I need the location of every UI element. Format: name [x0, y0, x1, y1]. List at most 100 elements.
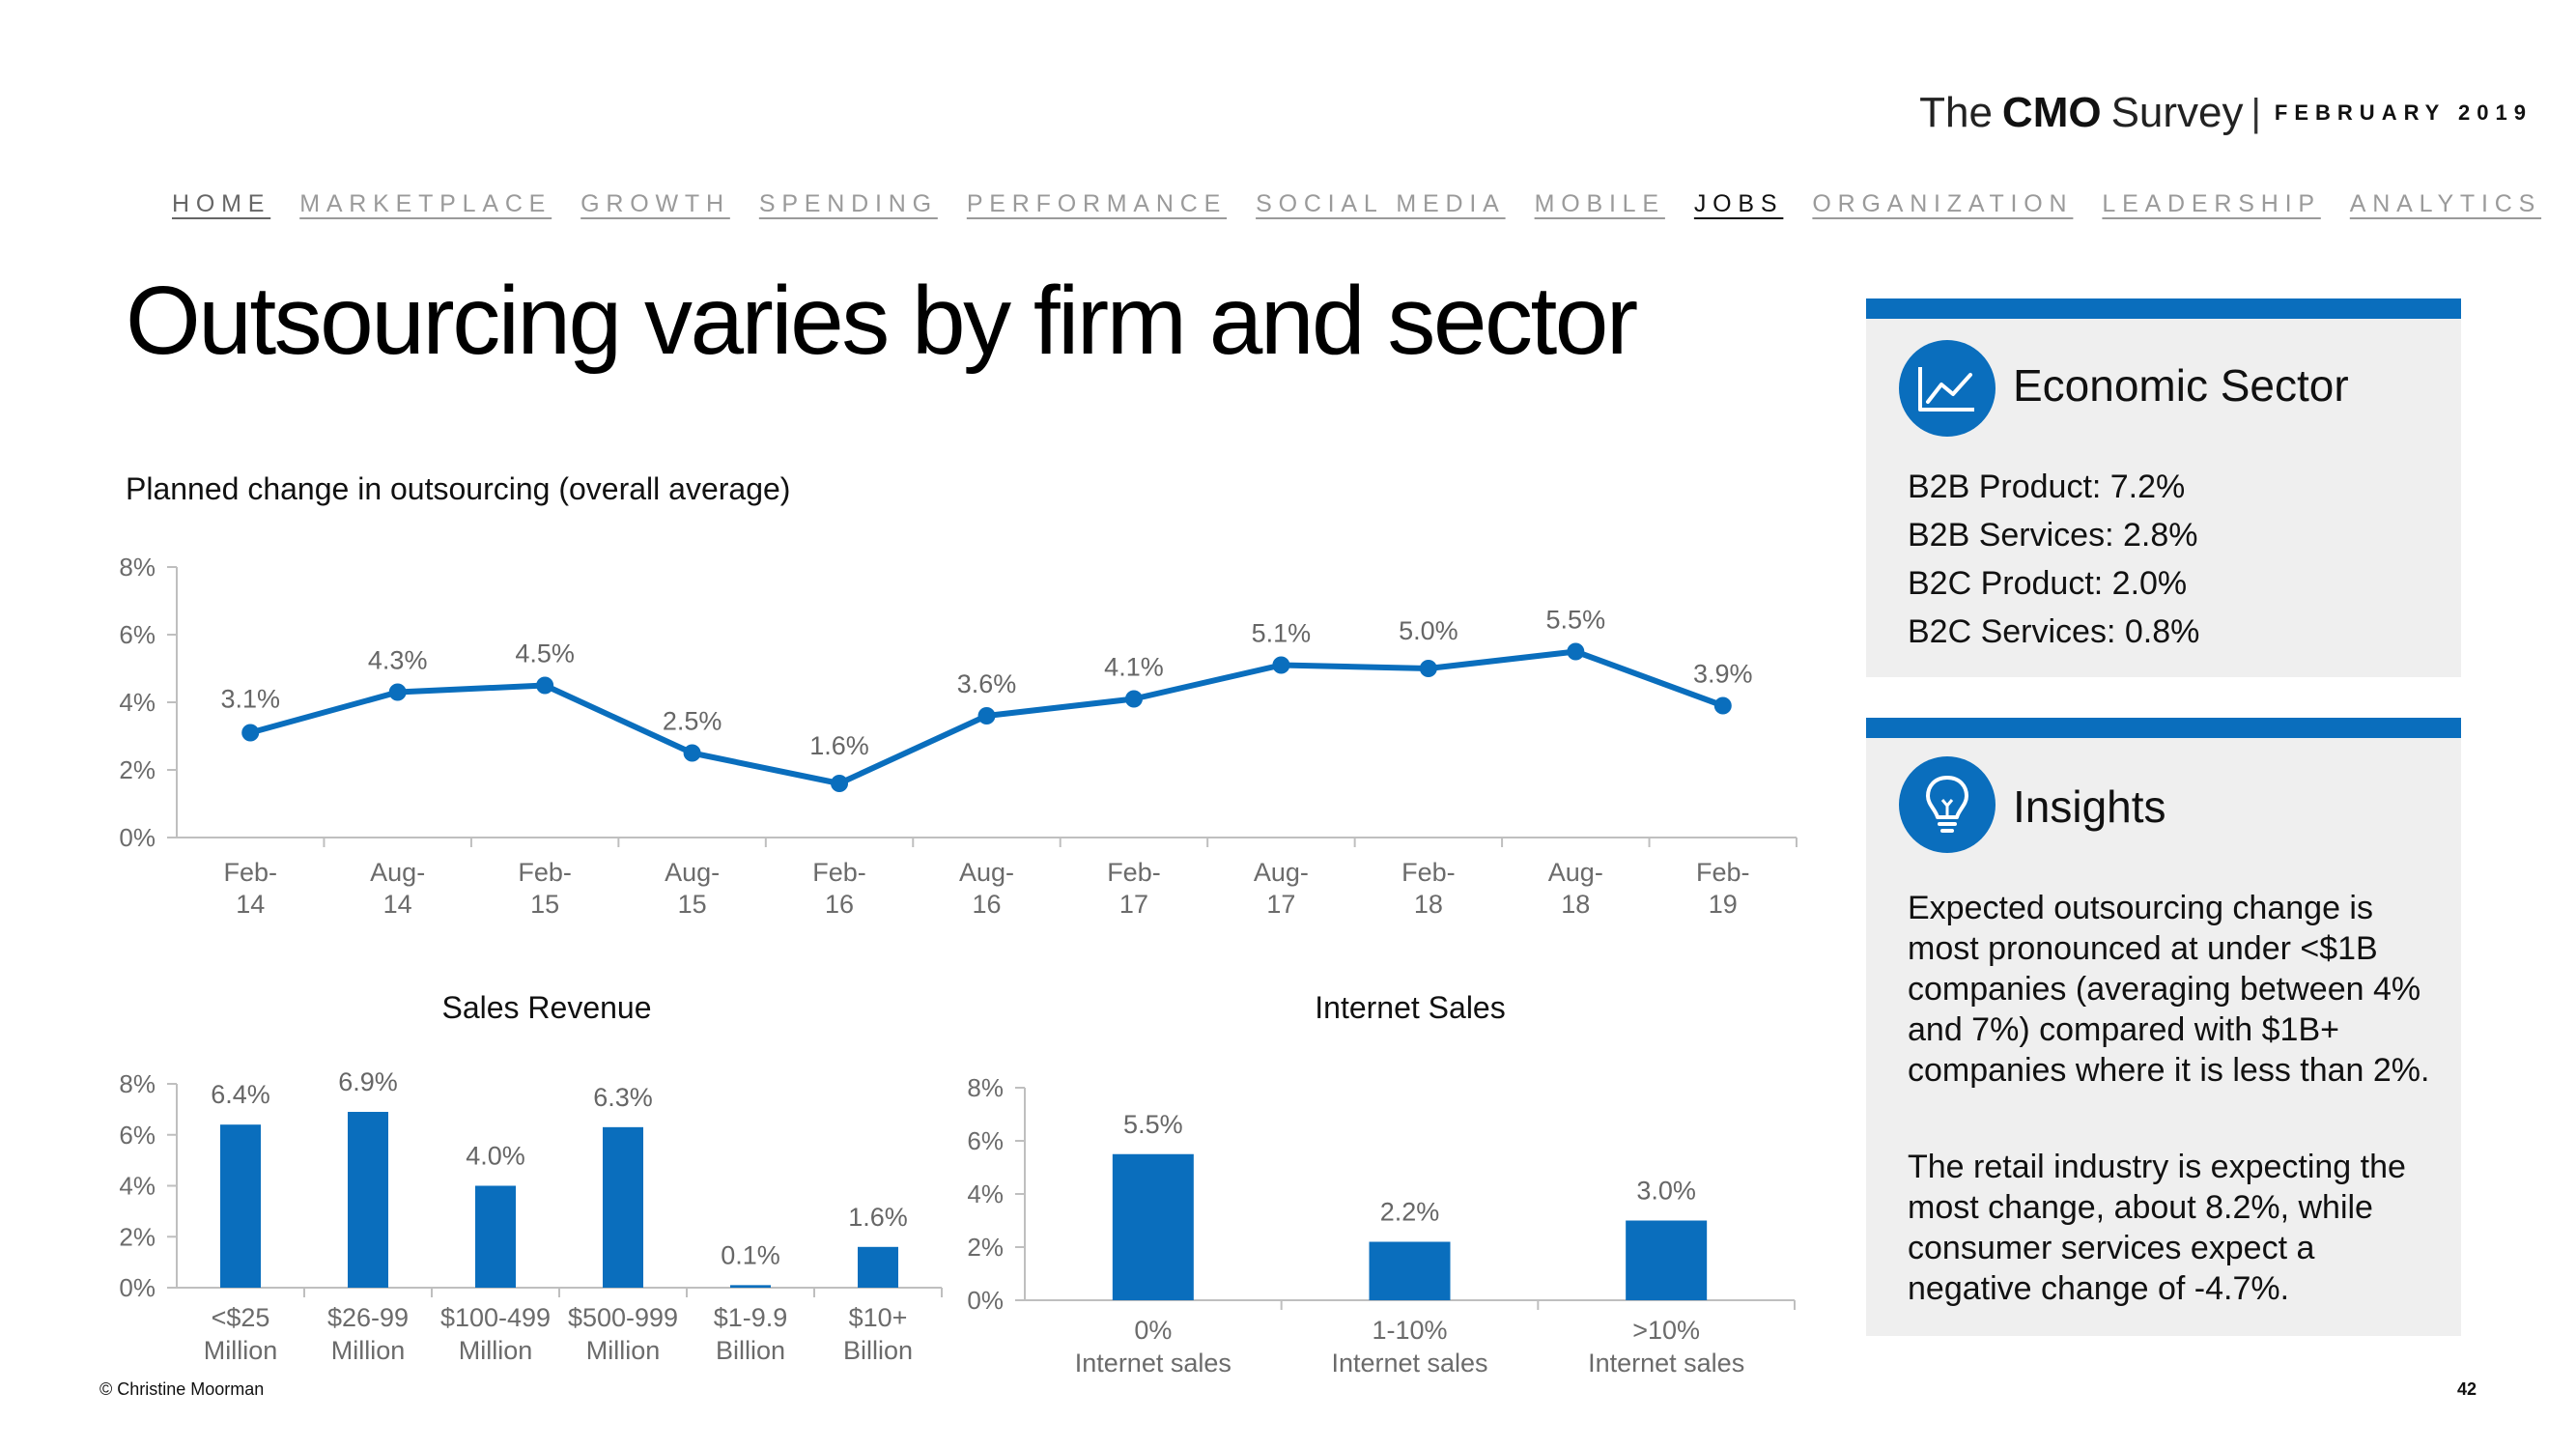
lightbulb-icon [1899, 756, 1996, 853]
line-chart-y-tick-label: 2% [119, 755, 156, 784]
line-chart-y-tick-label: 0% [119, 823, 156, 852]
data-label: 3.6% [957, 669, 1017, 698]
nav-marketplace[interactable]: MARKETPLACE [299, 190, 552, 217]
internet-sales-chart-bar [1112, 1153, 1194, 1300]
panel-accent-bar [1866, 718, 2461, 738]
internet-sales-chart-y-tick-label: 8% [967, 1073, 1004, 1102]
sales-revenue-chart-y-tick-label: 6% [119, 1121, 156, 1150]
nav-organization[interactable]: ORGANIZATION [1812, 190, 2074, 217]
page-title: Outsourcing varies by firm and sector [126, 267, 1638, 375]
data-point [831, 775, 849, 792]
internet-sales-chart-x-tick-label: 1-10% Internet sales [1331, 1316, 1487, 1378]
internet-sales-chart-y-tick-label: 4% [967, 1179, 1004, 1208]
nav-jobs[interactable]: JOBS [1693, 190, 1784, 217]
internet-sales-chart-x-tick-label: 0% Internet sales [1075, 1316, 1231, 1378]
data-label: 4.1% [1104, 653, 1164, 682]
sales-revenue-chart-x-tick-label: $500-999 Million [568, 1303, 678, 1365]
internet-sales-chart-bar [1369, 1241, 1451, 1300]
internet-sales-chart-y-tick-label: 2% [967, 1233, 1004, 1262]
x-tick-label: Aug-16 [959, 858, 1014, 919]
sales-revenue-chart-x-tick-label: $10+ Billion [843, 1303, 913, 1365]
data-point [683, 744, 701, 762]
data-point [388, 683, 407, 701]
internet-sales-chart-title: Internet Sales [1315, 990, 1505, 1025]
nav-leadership[interactable]: LEADERSHIP [2102, 190, 2321, 217]
sector-item: B2B Product: 7.2% [1908, 469, 2186, 505]
panel-accent-bar [1866, 298, 2461, 319]
internet-sales-chart-y-tick-label: 6% [967, 1126, 1004, 1155]
brand-survey: Survey [2110, 89, 2244, 136]
data-label: 4.3% [368, 646, 428, 675]
data-point [1272, 656, 1290, 674]
nav-social-media[interactable]: SOCIAL MEDIA [1256, 190, 1506, 217]
page-number: 42 [2456, 1379, 2477, 1399]
insight-paragraph: Expected outsourcing change is most pron… [1908, 890, 2430, 1089]
sales-revenue-chart-bar [730, 1285, 771, 1288]
copyright: © Christine Moorman [99, 1379, 265, 1399]
data-point [241, 724, 260, 742]
nav-performance[interactable]: PERFORMANCE [966, 190, 1228, 217]
line-chart-title: Planned change in outsourcing (overall a… [126, 471, 791, 506]
sales-revenue-chart-y-tick-label: 8% [119, 1069, 156, 1098]
line-chart-y-tick-label: 6% [119, 620, 156, 649]
nav-analytics[interactable]: ANALYTICS [2349, 190, 2542, 217]
nav-spending[interactable]: SPENDING [758, 190, 938, 217]
internet-sales-chart-bar [1626, 1220, 1708, 1300]
survey-brand: The CMO Survey | FEBRUARY 2019 [1919, 89, 2533, 137]
insights-panel: Insights Expected outsourcing change is … [1866, 718, 2461, 1336]
x-tick-label: Feb-19 [1696, 858, 1750, 919]
x-tick-label: Feb-16 [812, 858, 866, 919]
brand-the: The [1919, 89, 1993, 136]
sales-revenue-chart-bar [603, 1126, 643, 1288]
sales-revenue-chart-y-tick-label: 2% [119, 1222, 156, 1251]
nav-home[interactable]: HOME [172, 190, 271, 217]
sales-revenue-chart-data-label: 6.4% [211, 1080, 270, 1109]
sales-revenue-chart-bar [858, 1246, 898, 1288]
line-chart-y-tick-label: 8% [119, 553, 156, 582]
sales-revenue-chart-bar [348, 1112, 388, 1288]
sales-revenue-chart-bar [220, 1124, 261, 1288]
insights-title: Insights [2013, 781, 2166, 832]
data-label: 1.6% [809, 731, 869, 760]
internet-sales-chart-data-label: 2.2% [1380, 1198, 1440, 1227]
nav-growth[interactable]: GROWTH [580, 190, 730, 217]
sales-revenue-chart-data-label: 1.6% [848, 1203, 908, 1232]
brand-cmo: CMO [2001, 89, 2102, 136]
nav-mobile[interactable]: MOBILE [1534, 190, 1665, 217]
line-chart-icon-graphic [1918, 367, 1974, 412]
data-point [1124, 690, 1143, 708]
internet-sales-chart-y-tick-label: 0% [967, 1286, 1004, 1315]
line-chart-icon [1899, 340, 1996, 437]
data-point [977, 707, 996, 724]
sales-revenue-chart-title: Sales Revenue [441, 990, 651, 1025]
sales-revenue-chart-x-tick-label: $26-99 Million [327, 1303, 409, 1365]
x-tick-label: Aug-14 [370, 858, 425, 919]
sales-revenue-chart-x-tick-label: <$25 Million [204, 1303, 278, 1365]
data-point [1419, 660, 1437, 677]
sector-item: B2C Product: 2.0% [1908, 565, 2188, 602]
data-label: 3.9% [1693, 660, 1753, 689]
sales-revenue-chart-data-label: 6.3% [593, 1083, 653, 1112]
data-label: 3.1% [220, 685, 280, 714]
economic-sector-panel: Economic Sector B2B Product: 7.2% B2B Se… [1866, 298, 2461, 677]
internet-sales-chart-data-label: 5.5% [1123, 1110, 1183, 1139]
sector-item: B2B Services: 2.8% [1908, 517, 2198, 554]
brand-separator: | [2250, 91, 2261, 134]
sales-revenue-chart-x-tick-label: $100-499 Million [440, 1303, 551, 1365]
data-label: 2.5% [663, 707, 722, 736]
insight-paragraph: The retail industry is expecting the mos… [1908, 1149, 2406, 1307]
economic-sector-title: Economic Sector [2013, 360, 2349, 411]
data-point [1713, 696, 1732, 715]
data-label: 5.5% [1546, 606, 1606, 635]
sector-list: B2B Product: 7.2% B2B Services: 2.8% B2C… [1908, 463, 2199, 656]
sales-revenue-chart-data-label: 0.1% [721, 1240, 780, 1269]
survey-date: FEBRUARY 2019 [2274, 100, 2533, 125]
sales-revenue-chart-bar [475, 1185, 516, 1288]
x-tick-label: Feb-15 [518, 858, 572, 919]
data-label: 5.0% [1399, 616, 1458, 645]
line-chart-y-tick-label: 4% [119, 688, 156, 717]
internet-sales-chart-data-label: 3.0% [1636, 1177, 1696, 1206]
sales-revenue-chart-y-tick-label: 0% [119, 1273, 156, 1302]
internet-sales-chart-x-tick-label: >10% Internet sales [1588, 1316, 1744, 1378]
